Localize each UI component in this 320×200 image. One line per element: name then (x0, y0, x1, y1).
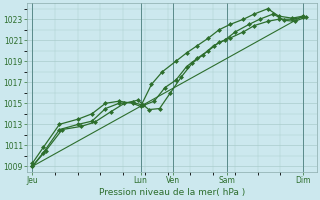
X-axis label: Pression niveau de la mer( hPa ): Pression niveau de la mer( hPa ) (99, 188, 245, 197)
